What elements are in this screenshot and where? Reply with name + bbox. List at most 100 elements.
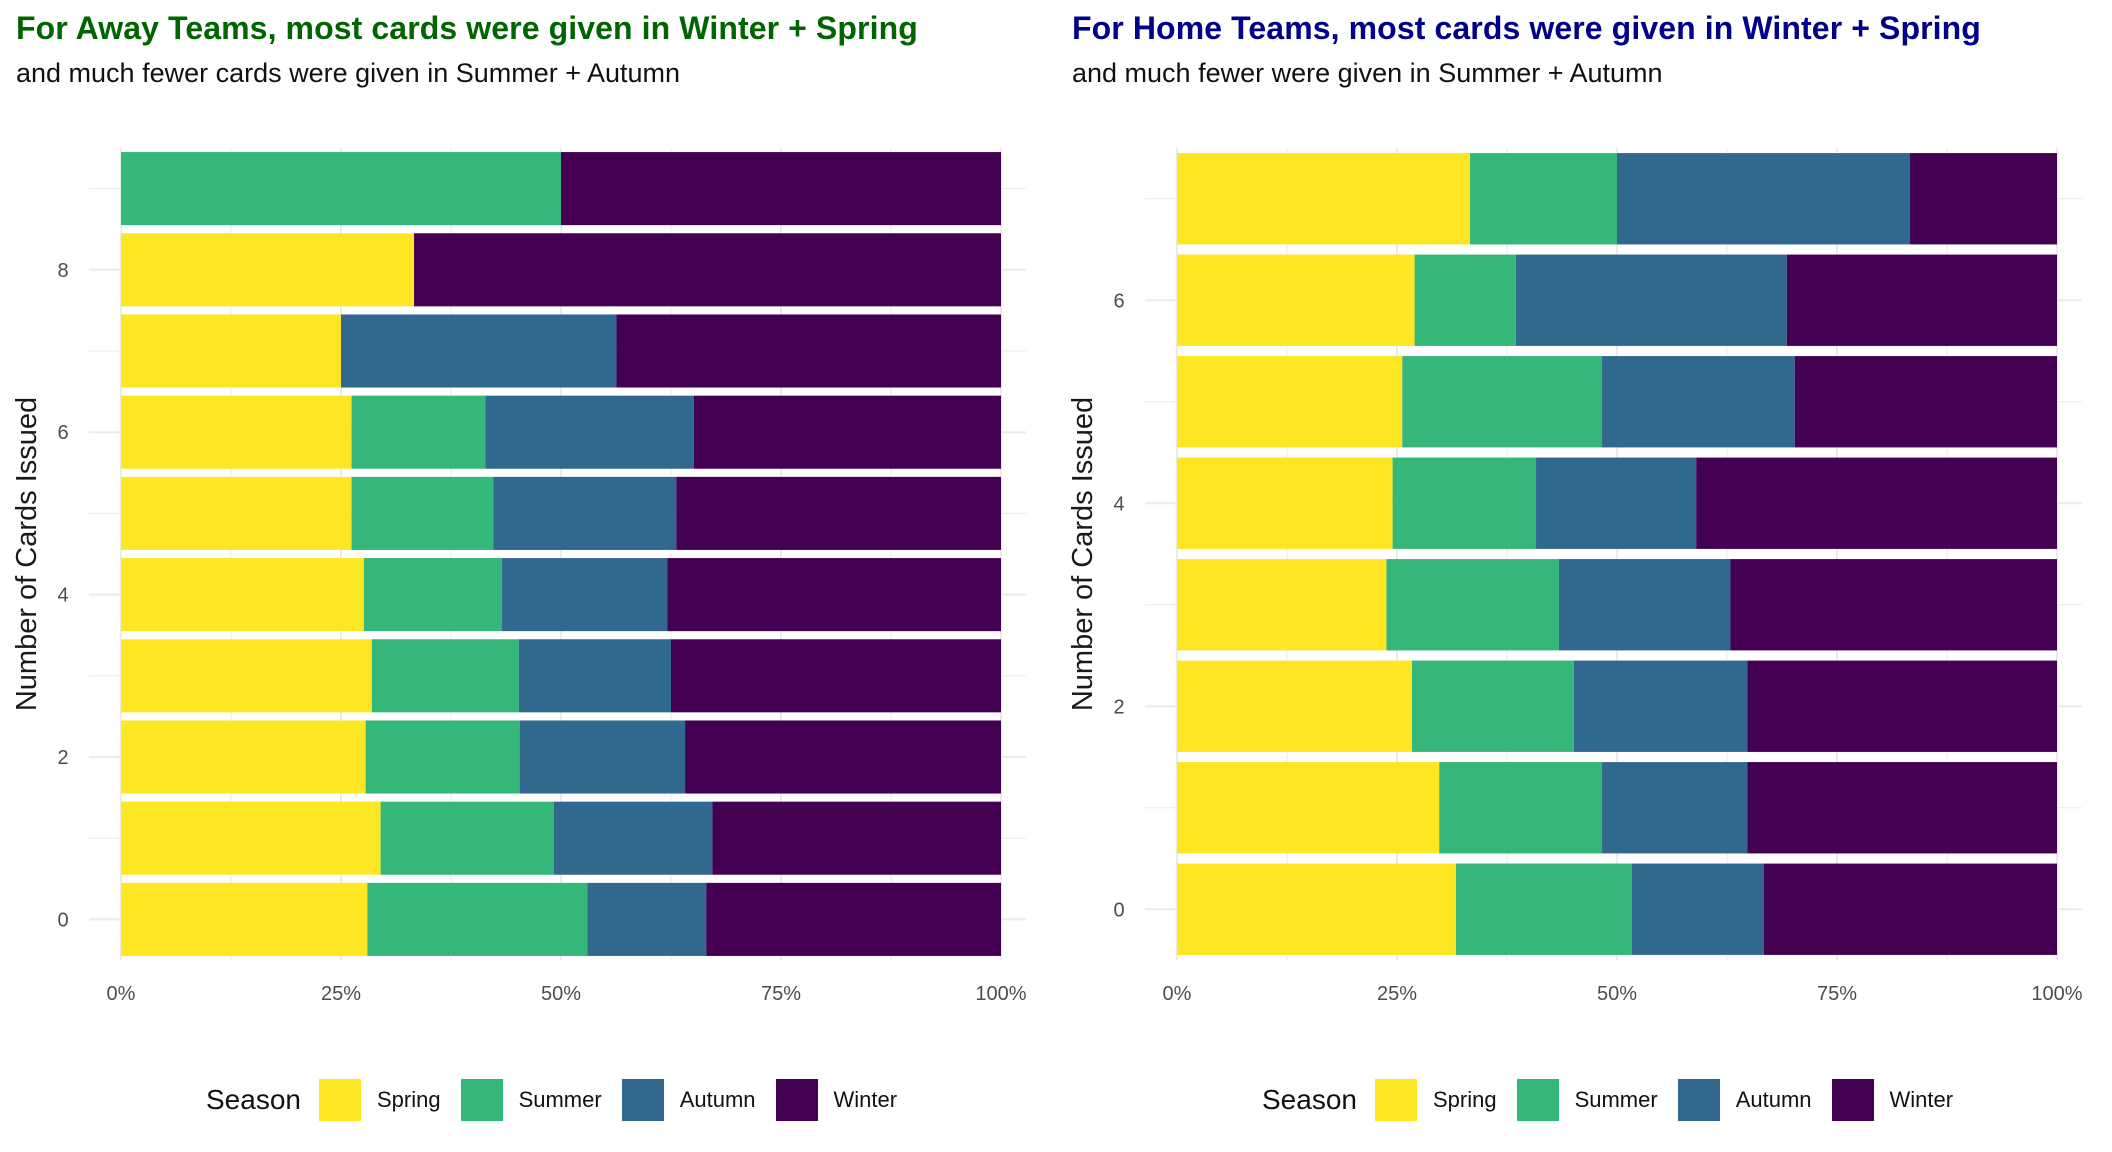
home-bar-summer-0 [1455, 863, 1632, 955]
away-bar-winter-1 [712, 801, 1001, 875]
legend-label-summer: Summer [1574, 1087, 1658, 1112]
home-bar-winter-2 [1747, 660, 2057, 752]
home-bar-winter-4 [1696, 457, 2057, 549]
home-x-tick-label: 0% [1163, 983, 1192, 1005]
away-bar-summer-9 [121, 152, 561, 226]
home-legend: Season Spring Summer Autumn Winter [1262, 1075, 1973, 1125]
away-bar-autumn-1 [553, 801, 713, 875]
home-bar-spring-4 [1177, 457, 1393, 549]
away-y-axis-title: Number of Cards Issued [11, 397, 43, 711]
away-bar-winter-0 [706, 882, 1001, 956]
home-legend-item-spring: Spring [1374, 1079, 1497, 1121]
legend-swatch-spring [318, 1079, 361, 1121]
home-chart-subtitle: and much fewer were given in Summer + Au… [1072, 58, 1663, 88]
legend-swatch-autumn [1677, 1079, 1720, 1121]
home-chart-panel: For Home Teams, most cards were given in… [1056, 0, 2112, 1152]
home-x-tick-label: 50% [1597, 983, 1637, 1005]
home-legend-title: Season [1262, 1084, 1357, 1115]
away-bar-summer-4 [363, 558, 503, 632]
away-y-tick-label: 4 [57, 585, 68, 607]
away-bar-autumn-3 [518, 639, 671, 713]
legend-swatch-summer [460, 1079, 503, 1121]
legend-swatch-autumn [621, 1079, 664, 1121]
away-bar-spring-7 [121, 314, 341, 388]
away-x-tick-label: 50% [541, 983, 581, 1005]
home-bar-summer-5 [1402, 356, 1603, 448]
away-bar-spring-6 [121, 395, 352, 469]
away-bar-winter-7 [616, 314, 1001, 388]
away-bar-spring-3 [121, 639, 372, 713]
legend-label-spring: Spring [1432, 1087, 1497, 1112]
home-bar-spring-1 [1177, 762, 1440, 854]
home-legend-item-autumn: Autumn [1677, 1079, 1812, 1121]
home-bar-autumn-5 [1602, 356, 1795, 448]
away-legend-title: Season [206, 1084, 301, 1115]
away-legend-item-autumn: Autumn [621, 1079, 756, 1121]
home-bar-summer-7 [1470, 153, 1617, 245]
home-bar-winter-0 [1763, 863, 2057, 955]
home-chart-title: For Home Teams, most cards were given in… [1072, 10, 1981, 46]
away-bar-summer-6 [351, 395, 486, 469]
away-bar-winter-4 [667, 558, 1001, 632]
legend-swatch-winter [775, 1079, 818, 1121]
away-chart-subtitle: and much fewer cards were given in Summe… [16, 58, 681, 88]
home-x-tick-label: 75% [1817, 983, 1857, 1005]
away-bar-summer-0 [367, 882, 588, 956]
legend-label-autumn: Autumn [1735, 1087, 1812, 1112]
away-bar-autumn-7 [341, 314, 617, 388]
home-bar-summer-1 [1439, 762, 1603, 854]
away-y-tick-label: 0 [57, 909, 68, 931]
legend-swatch-spring [1374, 1079, 1417, 1121]
away-bar-summer-2 [365, 720, 520, 794]
home-y-tick-label: 4 [1113, 493, 1124, 515]
home-chart-plot: 0% 25% 50% 75% 100% 0 2 4 6 Number of Cards Issue… [1067, 148, 2083, 1005]
legend-label-autumn: Autumn [679, 1087, 756, 1112]
away-legend-item-winter: Winter [775, 1079, 897, 1121]
home-bar-spring-7 [1177, 153, 1471, 245]
home-bar-autumn-4 [1536, 457, 1697, 549]
home-bar-spring-5 [1177, 356, 1403, 448]
home-bar-autumn-2 [1573, 660, 1748, 752]
away-legend: Season Spring Summer Autumn Winter [206, 1075, 917, 1125]
away-bar-spring-5 [121, 476, 352, 550]
away-bar-autumn-5 [493, 476, 677, 550]
home-bar-summer-2 [1411, 660, 1574, 752]
legend-swatch-summer [1516, 1079, 1559, 1121]
away-bar-spring-8 [121, 233, 415, 307]
away-legend-item-summer: Summer [460, 1079, 602, 1121]
away-bar-winter-9 [561, 152, 1001, 226]
away-y-tick-label: 2 [57, 747, 68, 769]
home-x-tick-label: 100% [2031, 983, 2082, 1005]
away-chart-panel: For Away Teams, most cards were given in… [11, 10, 1027, 1125]
home-bar-autumn-1 [1602, 762, 1748, 854]
away-bar-autumn-4 [502, 558, 668, 632]
home-bar-spring-0 [1177, 863, 1456, 955]
home-legend-item-summer: Summer [1516, 1079, 1658, 1121]
home-bar-winter-3 [1730, 559, 2057, 651]
legend-swatch-winter [1831, 1079, 1874, 1121]
away-x-tick-label: 0% [107, 983, 136, 1005]
home-bar-winter-5 [1794, 356, 2057, 448]
away-bar-winter-6 [693, 395, 1001, 469]
away-bar-autumn-0 [587, 882, 707, 956]
home-y-axis-title: Number of Cards Issued [1067, 397, 1099, 711]
away-bar-spring-1 [121, 801, 381, 875]
legend-label-summer: Summer [518, 1087, 602, 1112]
home-y-tick-label: 0 [1113, 899, 1124, 921]
away-x-tick-label: 75% [761, 983, 801, 1005]
home-bar-autumn-0 [1631, 863, 1764, 955]
home-bar-winter-1 [1747, 762, 2057, 854]
away-bar-winter-5 [676, 476, 1001, 550]
away-bar-winter-3 [671, 639, 1001, 713]
home-bar-winter-6 [1786, 254, 2057, 346]
home-bar-spring-2 [1177, 660, 1412, 752]
home-bar-spring-6 [1177, 254, 1415, 346]
home-bar-autumn-7 [1617, 153, 1911, 245]
away-chart-title: For Away Teams, most cards were given in… [16, 10, 918, 46]
home-y-tick-label: 6 [1113, 290, 1124, 312]
home-bar-winter-7 [1910, 153, 2057, 245]
away-bar-winter-2 [685, 720, 1001, 794]
home-bar-autumn-6 [1515, 254, 1787, 346]
home-y-tick-label: 2 [1113, 696, 1124, 718]
home-bar-autumn-3 [1558, 559, 1731, 651]
